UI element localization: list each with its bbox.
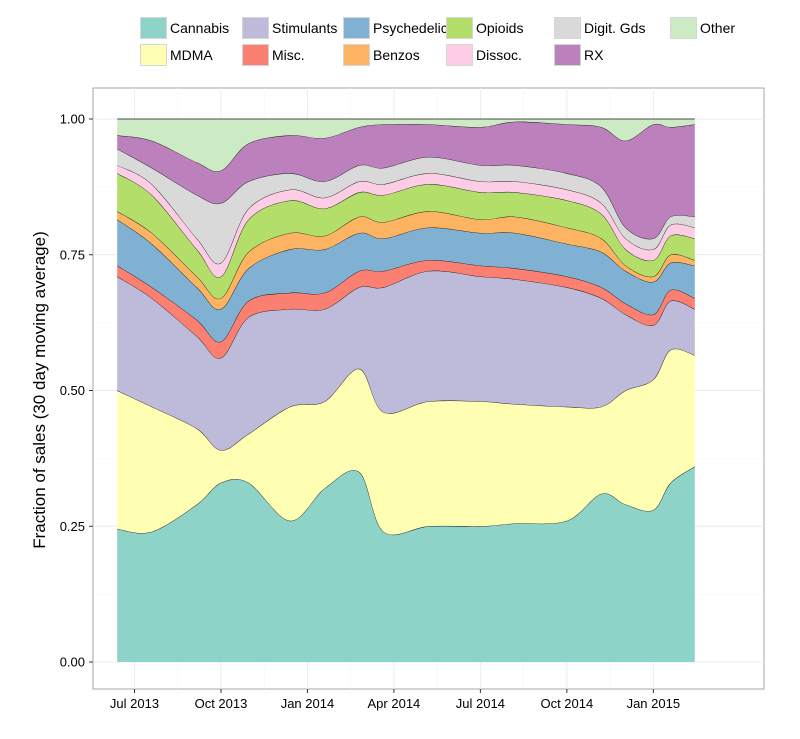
legend-item: MDMA [140,44,213,66]
legend-item: Digit. Gds [554,17,645,39]
y-tick-label: 0.50 [60,383,85,398]
y-tick-label: 1.00 [60,112,85,127]
legend-key [140,17,167,39]
area-benzos [117,211,695,310]
legend-item: Benzos [343,44,420,66]
legend-item: Misc. [242,44,305,66]
y-tick-label: 0.00 [60,655,85,670]
legend-item: Dissoc. [446,44,522,66]
legend-item: Cannabis [140,17,229,39]
legend: Cannabis MDMA Stimulants Misc. Psychedelics B… [140,17,740,71]
x-tick-label: Jul 2014 [456,696,505,711]
legend-label: Dissoc. [476,47,522,63]
area-psychedelics [117,219,695,343]
legend-label: MDMA [170,47,213,63]
y-tick-label: 0.75 [60,247,85,262]
area-opioids [117,173,695,299]
legend-key [554,17,581,39]
legend-label: Cannabis [170,20,230,36]
legend-label: Digit. Gds [584,20,646,36]
legend-key [554,44,581,66]
legend-key [446,17,473,39]
x-axis: Jul 2013 Oct 2013 Jan 2014 Apr 2014 Jul 2014… [110,689,680,711]
area-digit-gds [117,148,695,264]
legend-item: Psychedelics [343,17,455,39]
legend-item: Other [670,17,735,39]
x-tick-label: Jan 2015 [627,696,681,711]
legend-label: Stimulants [272,20,338,36]
legend-label: Benzos [373,47,420,63]
legend-item: RX [554,44,603,66]
y-tick-label: 0.25 [60,519,85,534]
legend-item: Stimulants [242,17,337,39]
legend-key [343,44,370,66]
area-dissoc [117,165,695,278]
legend-label: Misc. [272,47,305,63]
legend-label: RX [584,47,604,63]
legend-label: Opioids [476,20,524,36]
legend-key [670,17,697,39]
x-tick-label: Oct 2013 [195,696,248,711]
legend-key [140,44,167,66]
y-axis-label: Fraction of sales (30 day moving average… [30,231,49,549]
x-tick-label: Jan 2014 [281,696,335,711]
x-tick-label: Apr 2014 [368,696,421,711]
area-layers [116,118,696,662]
x-tick-label: Oct 2014 [540,696,593,711]
legend-label: Other [700,20,736,36]
area-mdma [117,348,695,535]
area-other [117,119,695,172]
area-cannabis [117,466,695,662]
legend-key [343,17,370,39]
area-rx [117,121,695,239]
area-stimulants [117,270,695,451]
legend-key [446,44,473,66]
legend-label: Psychedelics [373,20,455,36]
x-tick-label: Jul 2013 [110,696,159,711]
legend-key [242,44,269,66]
legend-key [242,17,269,39]
y-axis: 0.00 0.25 0.50 0.75 1.00 [60,112,93,670]
legend-item: Opioids [446,17,523,39]
